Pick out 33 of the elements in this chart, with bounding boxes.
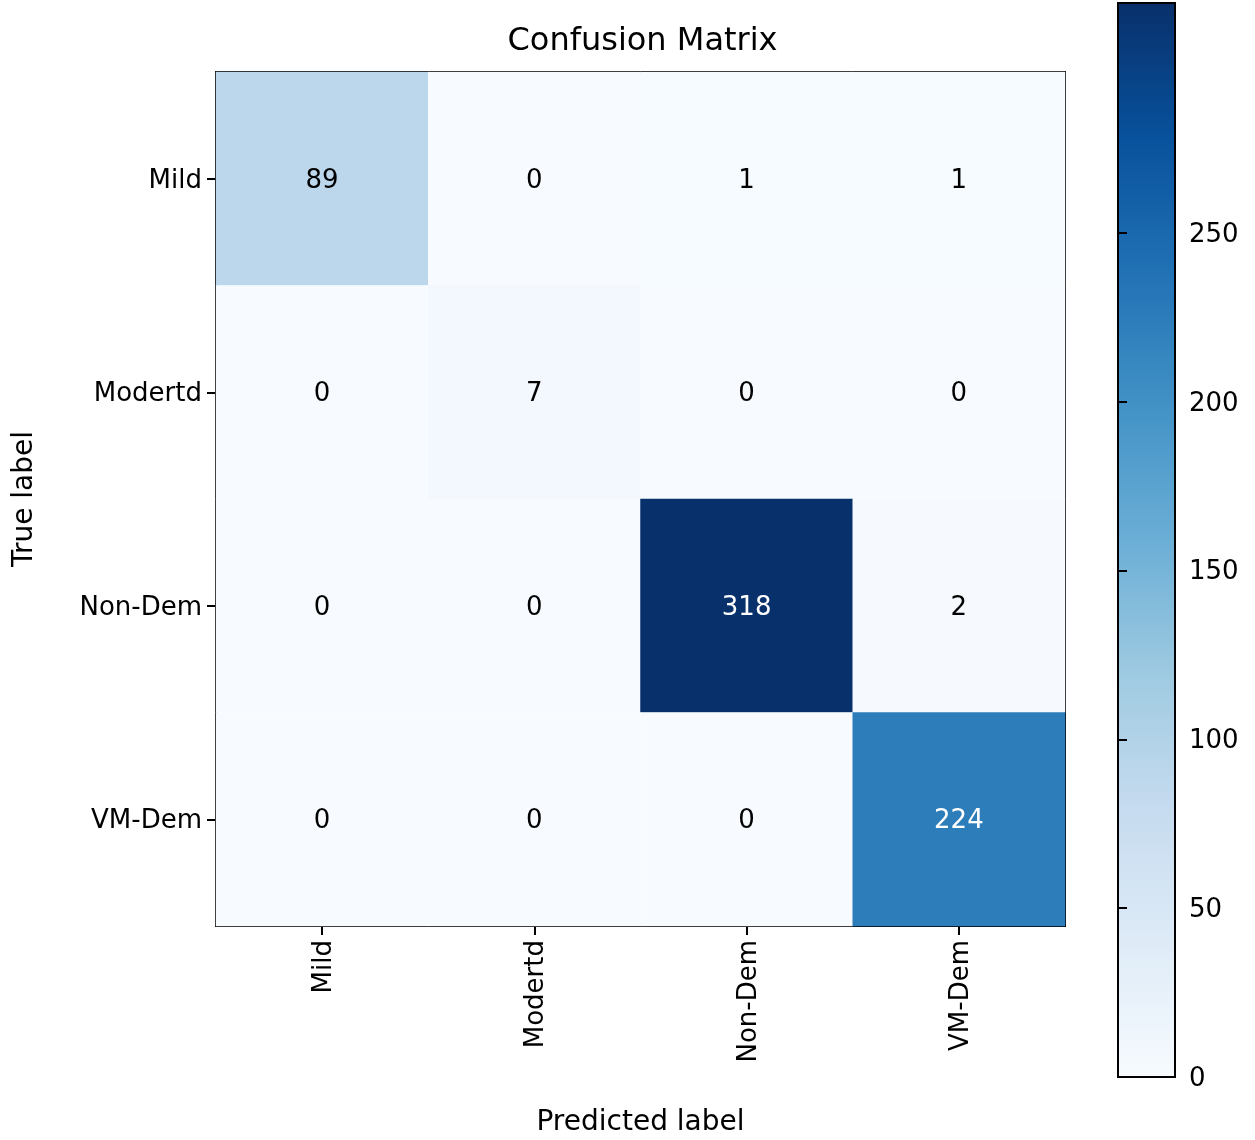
data-label: 7	[526, 377, 543, 408]
x-axis-title: Predicted label	[536, 1103, 745, 1137]
color-bar-label: 200	[1189, 386, 1239, 417]
y-tick-label: Non-Dem	[79, 590, 202, 621]
data-label: 2	[950, 590, 968, 621]
x-tick-label: Mild	[307, 940, 338, 994]
data-label: 0	[738, 377, 755, 408]
y-tick-label: VM-Dem	[91, 804, 202, 835]
x-tick-label: Modertd	[519, 940, 550, 1049]
x-tick-label: Non-Dem	[731, 940, 762, 1063]
x-tick-label: VM-Dem	[943, 940, 974, 1051]
data-label: 1	[950, 163, 968, 194]
data-label: 0	[526, 163, 543, 194]
y-tick-label: Modertd	[93, 377, 202, 408]
data-label: 224	[934, 804, 984, 835]
data-label: 0	[313, 590, 331, 621]
data-label: 0	[526, 590, 543, 621]
data-label: 318	[721, 590, 772, 621]
color-bar-label: 0	[1189, 1062, 1206, 1092]
color-bar-label: 150	[1189, 555, 1239, 586]
data-label: 0	[313, 804, 331, 835]
data-label: 0	[313, 377, 331, 408]
y-tick-label: Mild	[148, 163, 202, 194]
data-label: 0	[738, 804, 755, 835]
data-label: 89	[305, 163, 339, 194]
color-bar-label: 50	[1189, 893, 1223, 924]
chart-title: Confusion Matrix	[507, 20, 778, 58]
data-label: 0	[950, 377, 968, 408]
data-label: 0	[526, 804, 543, 835]
color-bar-label: 100	[1189, 724, 1239, 755]
color-bar-label: 250	[1189, 217, 1239, 248]
data-label: 1	[738, 163, 755, 194]
y-axis-title: True label	[5, 430, 39, 569]
